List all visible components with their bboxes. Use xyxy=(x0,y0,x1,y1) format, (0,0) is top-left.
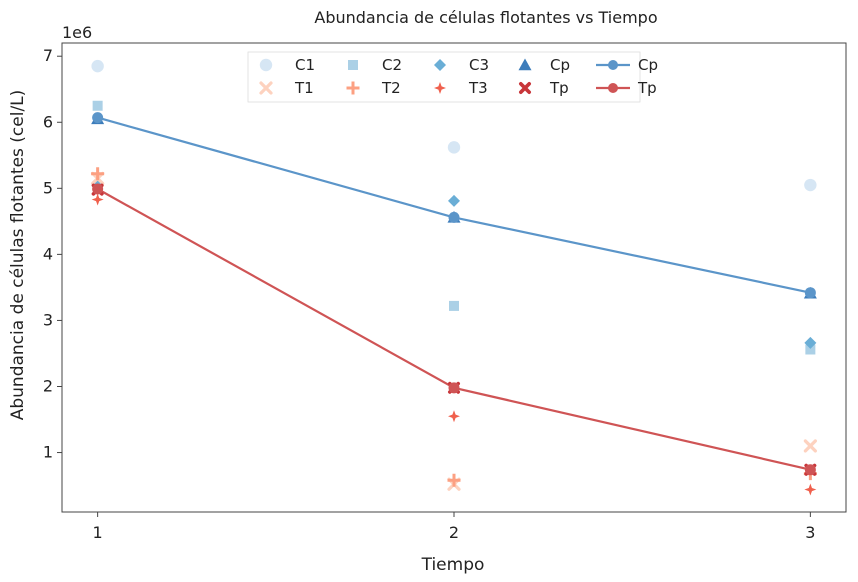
y-tick-label: 5 xyxy=(43,178,53,197)
legend-marker-t2 xyxy=(346,81,360,95)
chart-title: Abundancia de células flotantes vs Tiemp… xyxy=(314,8,657,27)
point-c1 xyxy=(91,59,104,73)
x-tick-label: 2 xyxy=(449,523,459,542)
legend-marker-tp xyxy=(519,82,531,94)
x-axis-label: Tiempo xyxy=(421,555,485,575)
legend-label-t3: T3 xyxy=(468,79,488,97)
y-tick-label: 2 xyxy=(43,376,53,395)
scatter-points xyxy=(91,59,817,496)
series-point-cp xyxy=(92,112,104,124)
point-c3 xyxy=(804,336,817,349)
legend-marker-c2 xyxy=(348,60,358,70)
legend-label-t1: T1 xyxy=(294,79,314,97)
series-point-cp xyxy=(804,287,816,299)
legend-marker-cp xyxy=(518,58,532,71)
y-tick-label: 1 xyxy=(43,443,53,462)
point-t3 xyxy=(448,410,460,423)
plot-frame xyxy=(61,42,847,513)
y-tick-label: 3 xyxy=(43,310,53,329)
legend-marker-t1 xyxy=(259,81,273,95)
legend-line-label-tp: Tp xyxy=(637,79,657,97)
y-axis-label: Abundancia de células flotantes (cel/L) xyxy=(8,90,28,421)
point-c1 xyxy=(447,141,461,154)
series-point-cp xyxy=(448,211,460,223)
point-c2 xyxy=(92,100,103,111)
point-t3 xyxy=(804,483,817,496)
legend-label-c3: C3 xyxy=(469,56,489,74)
y-offset-label: 1e6 xyxy=(62,23,92,42)
legend-label-cp: Cp xyxy=(550,56,570,74)
legend-label-c1: C1 xyxy=(295,56,315,74)
legend-line-label-cp: Cp xyxy=(638,56,658,74)
x-tick-label: 1 xyxy=(93,523,103,542)
point-c1 xyxy=(804,178,817,192)
point-c3 xyxy=(448,194,460,207)
series-line-tp xyxy=(97,188,811,471)
y-tick-label: 6 xyxy=(43,112,53,131)
legend-label-c2: C2 xyxy=(382,56,402,74)
legend-marker-c1 xyxy=(259,58,273,72)
point-c2 xyxy=(449,300,459,311)
series-point-tp xyxy=(448,382,460,394)
point-c2 xyxy=(805,344,816,355)
legend-marker-c3 xyxy=(434,59,446,71)
x-tick-label: 3 xyxy=(805,523,815,542)
y-tick-label: 4 xyxy=(43,244,53,263)
legend: C1 C2 C3 Cp T1 T2 T3 Tp Cp Tp xyxy=(247,51,658,103)
y-axis: 1 2 3 4 5 6 7 xyxy=(43,46,62,462)
x-axis: 1 2 3 xyxy=(93,512,815,542)
series-point-tp xyxy=(804,464,816,476)
series-point-tp xyxy=(92,183,104,195)
legend-line-marker xyxy=(608,83,618,93)
point-t2 xyxy=(447,473,461,487)
legend-label-t2: T2 xyxy=(381,79,401,97)
legend-line-marker xyxy=(608,60,618,70)
y-tick-label: 7 xyxy=(43,46,53,65)
legend-label-tp: Tp xyxy=(549,79,569,97)
point-t1 xyxy=(803,439,817,453)
legend-marker-t3 xyxy=(434,82,446,94)
legend-box xyxy=(247,51,641,103)
point-t3 xyxy=(91,193,104,206)
point-t2 xyxy=(91,167,105,181)
